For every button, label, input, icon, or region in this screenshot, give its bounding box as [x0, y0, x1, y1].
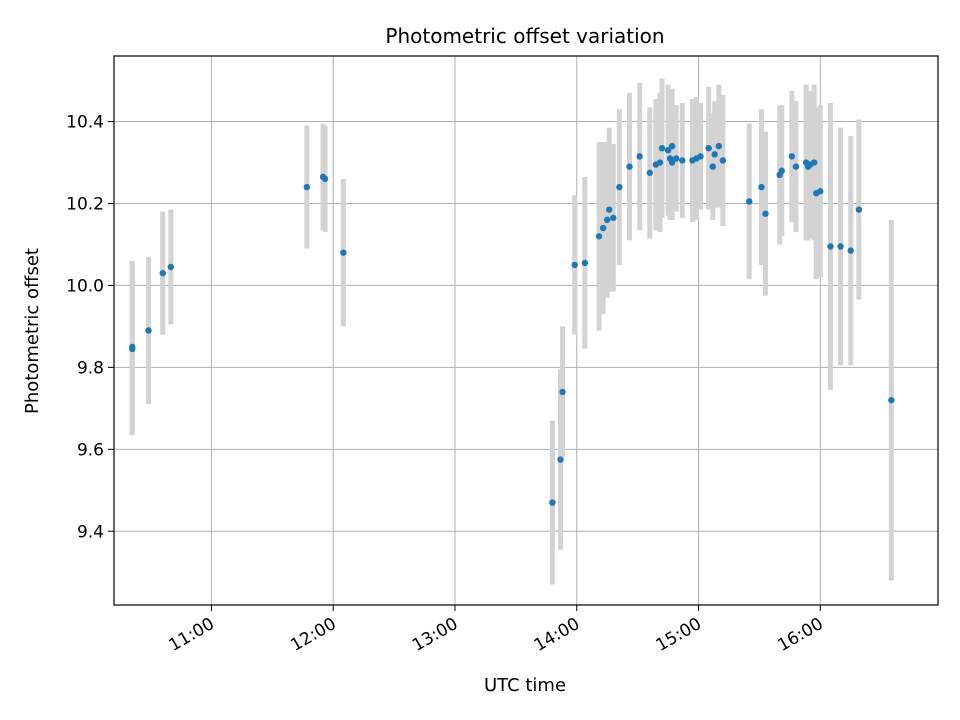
data-point [888, 396, 895, 404]
data-point [616, 183, 623, 191]
data-point [837, 243, 844, 250]
grid [114, 56, 938, 605]
data-point [626, 163, 633, 170]
data-point [664, 147, 672, 154]
data-point [810, 159, 818, 166]
data-point [668, 159, 676, 166]
plot-frame [113, 55, 939, 606]
data-points [129, 142, 895, 506]
data-point [656, 159, 664, 166]
data-point [746, 198, 753, 205]
data-point [758, 183, 765, 191]
data-point [581, 259, 589, 267]
data-point [599, 224, 607, 232]
data-point [855, 206, 863, 213]
data-point [129, 345, 136, 353]
data-point [559, 388, 566, 396]
data-point [778, 167, 785, 174]
data-point [679, 157, 686, 164]
data-point [610, 214, 617, 222]
y-tick-label: 10.2 [66, 194, 104, 214]
data-point [847, 247, 854, 254]
y-axis-label: Photometric offset [22, 248, 43, 414]
y-tick-label: 9.8 [77, 358, 104, 378]
data-point [646, 169, 654, 176]
data-point [827, 243, 834, 250]
data-point [719, 157, 727, 164]
y-axis-ticks: 9.4 9.6 9.8 10.0 10.2 10.4 [66, 113, 114, 542]
data-point [788, 153, 796, 160]
data-point [817, 188, 824, 195]
data-point [159, 269, 166, 277]
data-point [603, 216, 611, 224]
y-tick-label: 9.6 [77, 440, 104, 460]
data-point [557, 456, 564, 463]
data-point [636, 153, 643, 160]
data-point [340, 249, 347, 256]
data-point [668, 142, 676, 150]
data-point [672, 155, 680, 162]
data-point [762, 210, 769, 217]
data-point [303, 183, 311, 191]
data-point [705, 144, 712, 152]
data-point [321, 175, 329, 183]
data-point [606, 206, 613, 213]
data-point [792, 163, 800, 170]
data-point [571, 261, 578, 269]
data-point [167, 263, 175, 271]
y-tick-label: 10.4 [66, 113, 104, 133]
data-point [658, 144, 666, 152]
data-point [697, 153, 704, 160]
data-point [595, 233, 603, 240]
y-tick-label: 9.4 [77, 522, 104, 542]
data-point [145, 327, 152, 334]
data-point [709, 163, 716, 170]
x-axis-label: UTC time [484, 675, 566, 696]
y-tick-label: 10.0 [66, 276, 104, 296]
chart-title: Photometric offset variation [385, 24, 664, 48]
data-point [715, 142, 723, 150]
data-point [711, 151, 718, 158]
data-point [549, 499, 556, 506]
